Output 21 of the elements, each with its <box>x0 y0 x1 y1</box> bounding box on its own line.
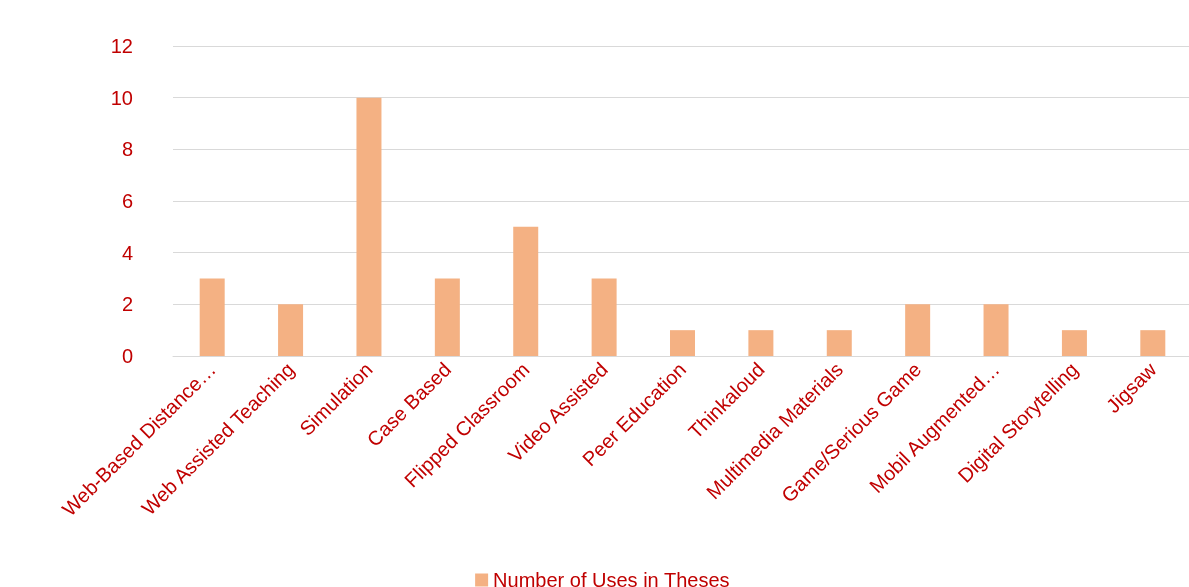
bar <box>905 304 931 356</box>
y-tick-label: 8 <box>121 138 133 161</box>
legend-label: Number of Uses in Theses <box>493 569 730 587</box>
bar <box>356 97 382 356</box>
y-tick-label: 12 <box>110 35 133 57</box>
bar <box>748 330 774 356</box>
bar <box>983 304 1009 356</box>
bar <box>199 278 225 356</box>
bar <box>513 226 539 356</box>
y-tick-label: 4 <box>121 241 133 264</box>
bar <box>434 278 460 356</box>
bar <box>591 278 617 356</box>
bar <box>1061 330 1087 356</box>
bar <box>278 304 304 356</box>
bar <box>670 330 695 356</box>
y-tick-label: 10 <box>110 86 133 109</box>
y-tick-label: 6 <box>121 190 133 212</box>
bar <box>1140 330 1166 356</box>
bar <box>826 330 852 356</box>
y-tick-label: 2 <box>121 293 133 316</box>
y-tick-label: 0 <box>121 345 133 367</box>
